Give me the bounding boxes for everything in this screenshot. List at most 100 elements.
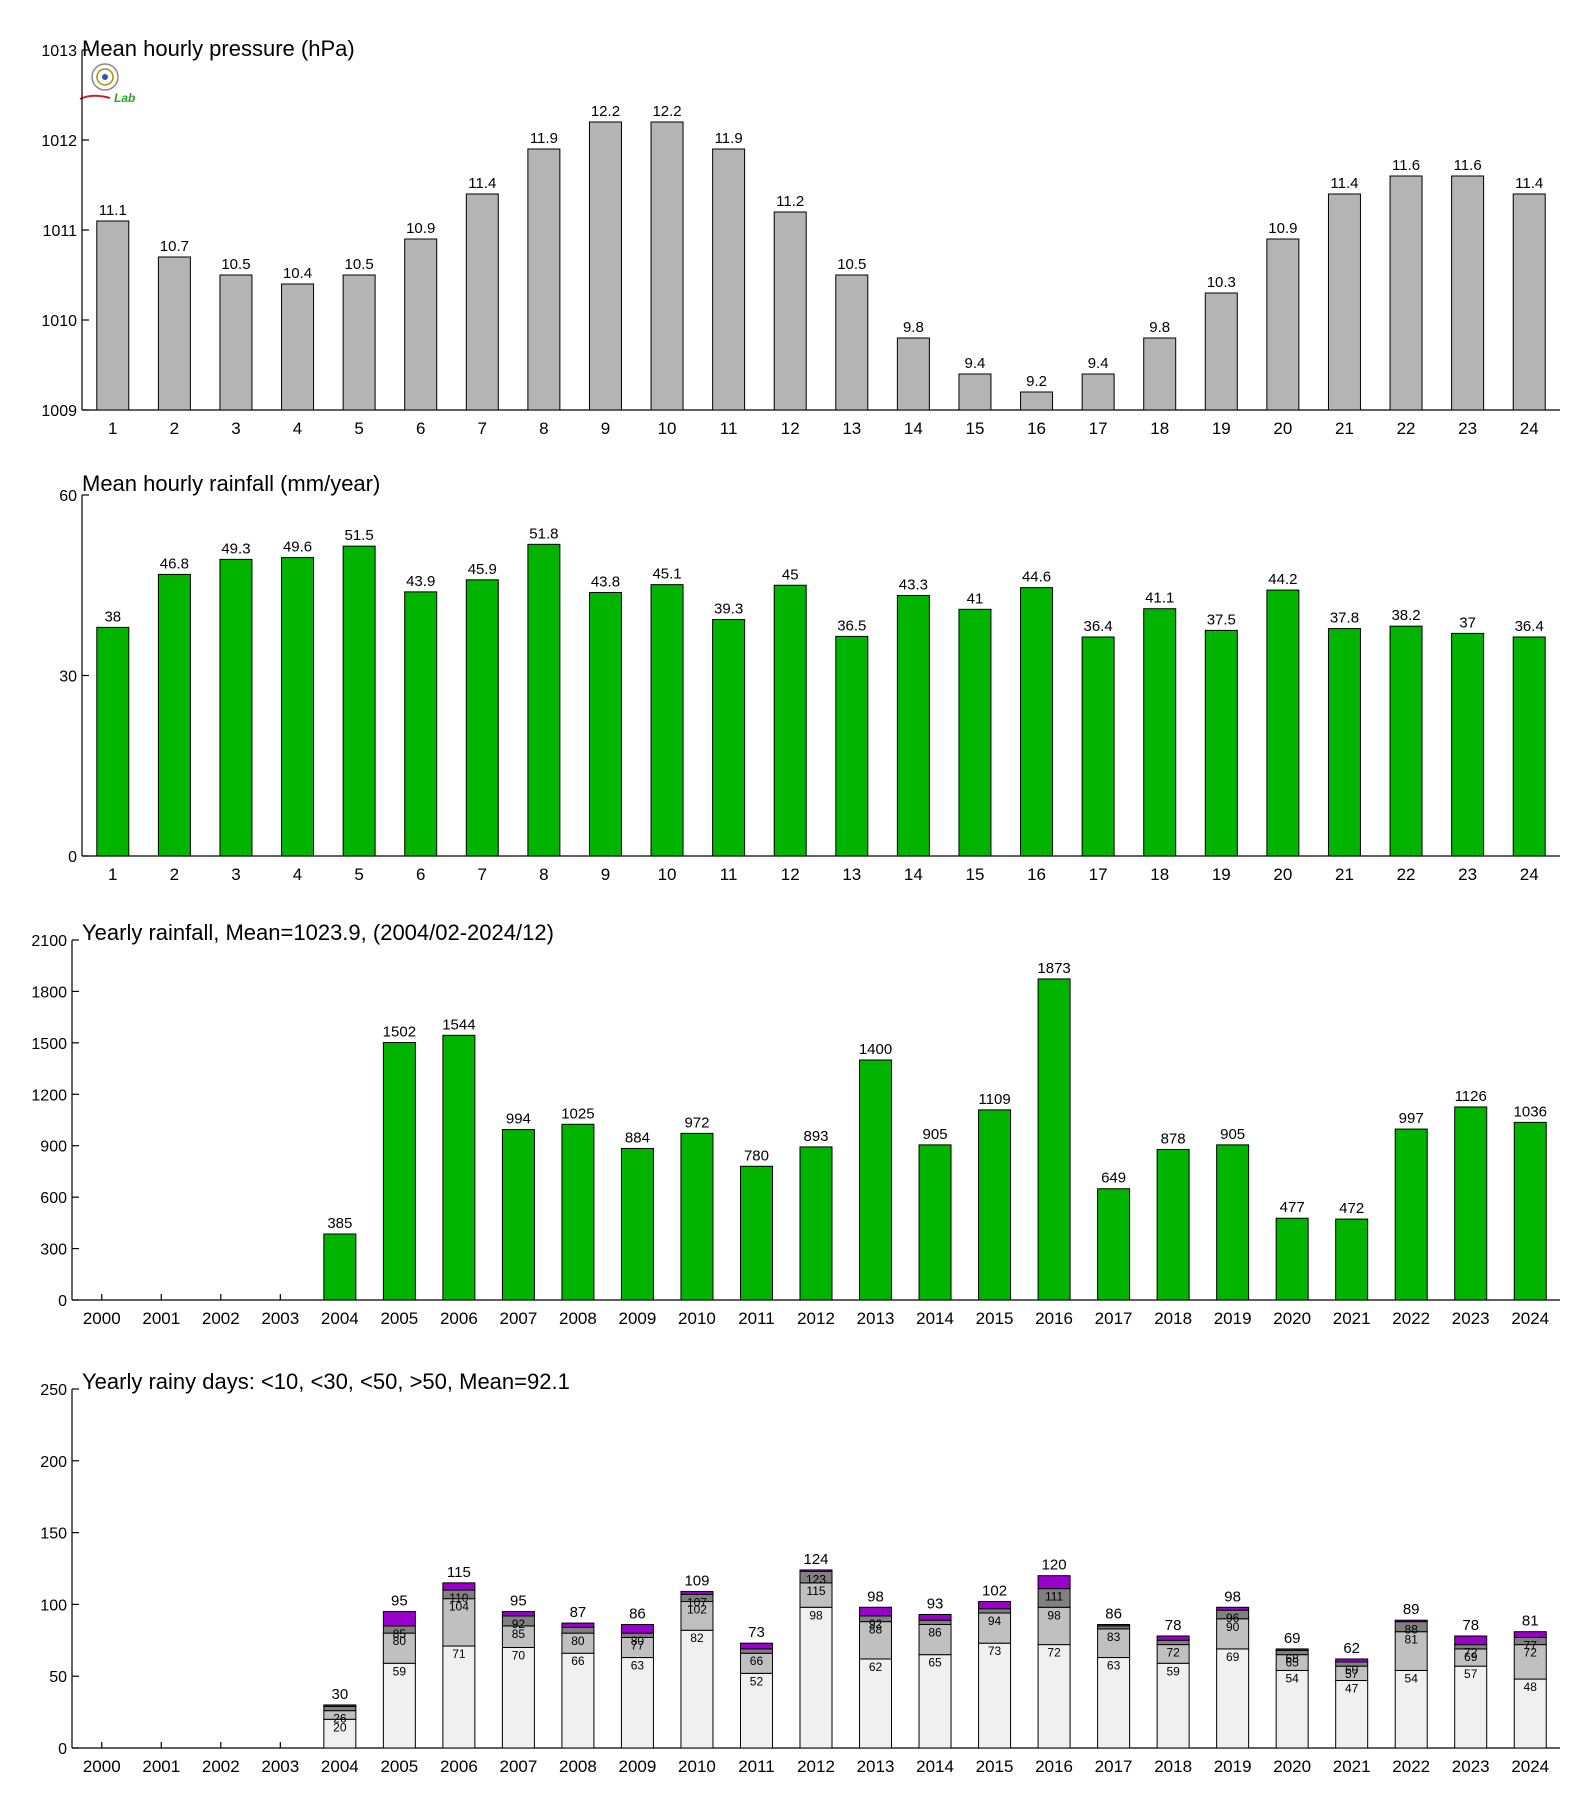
chart-panel-3: 0 300 600 900 1200 1500 1800 2100 2000 2001 2002 20…	[31, 933, 1560, 1328]
stacked-bar-segment	[501, 1646, 535, 1749]
y-tick-label: 1010	[41, 313, 77, 330]
bar-total-label: 69	[1284, 1630, 1301, 1647]
stacked-bar-segment	[918, 1613, 952, 1621]
bar-total-label: 78	[1462, 1617, 1479, 1634]
stacked-bar-segment	[1454, 1635, 1488, 1646]
bar	[1204, 292, 1238, 411]
bar-value-label: 9.2	[1026, 373, 1047, 390]
x-tick-label: 2024	[1511, 1757, 1549, 1776]
segment-value-label: 110	[449, 1591, 468, 1605]
y-tick-label: 60	[59, 488, 77, 505]
bar-value-label: 11.4	[468, 175, 496, 192]
x-tick-label: 17	[1089, 865, 1108, 884]
bar-value-label: 905	[923, 1126, 948, 1143]
stacked-bar-segment	[382, 1611, 416, 1627]
bar-value-label: 45.1	[652, 566, 681, 583]
segment-value-label: 69	[1464, 1650, 1478, 1664]
bar-value-label: 972	[684, 1114, 709, 1131]
segment-value-label: 66	[571, 1654, 585, 1668]
bar	[1389, 625, 1423, 857]
segment-value-label: 85	[393, 1627, 407, 1641]
segment-value-label: 77	[631, 1638, 645, 1652]
bar-value-label: 36.4	[1515, 618, 1544, 635]
stacked-bar-segment	[323, 1705, 357, 1712]
x-tick-label: 2020	[1273, 1309, 1311, 1328]
bar-value-label: 1109	[978, 1091, 1010, 1108]
segment-value-label: 60	[1345, 1663, 1359, 1677]
x-tick-label: 13	[842, 419, 861, 438]
stacked-bar-segment	[978, 1642, 1012, 1749]
x-tick-label: 21	[1335, 865, 1354, 884]
x-tick-label: 2018	[1154, 1309, 1192, 1328]
bar	[219, 274, 253, 411]
bar-value-label: 38.2	[1391, 607, 1420, 624]
y-tick-label: 250	[40, 1382, 67, 1399]
bar-value-label: 10.7	[160, 238, 189, 255]
bar	[588, 121, 622, 411]
bar	[1512, 636, 1546, 857]
bar	[465, 579, 499, 857]
bar	[1266, 238, 1300, 411]
segment-value-label: 86	[928, 1626, 942, 1640]
bar-value-label: 46.8	[160, 555, 189, 572]
stacked-bar-segment	[918, 1654, 952, 1749]
x-tick-label: 2023	[1452, 1309, 1490, 1328]
stacked-bar-segment	[323, 1718, 357, 1749]
bar	[773, 584, 807, 857]
bar-value-label: 11.6	[1454, 157, 1482, 174]
x-tick-label: 2003	[261, 1757, 299, 1776]
stacked-bar-segment	[1156, 1639, 1190, 1646]
stacked-bar-segment	[1216, 1606, 1250, 1611]
segment-value-label: 98	[1047, 1608, 1061, 1622]
rainfall-hourly-chart-title: Mean hourly rainfall (mm/year)	[82, 471, 380, 496]
segment-value-label: 72	[1464, 1646, 1478, 1660]
bar	[1335, 1218, 1369, 1301]
bar	[1097, 1188, 1131, 1301]
x-tick-label: 2017	[1095, 1309, 1133, 1328]
stacked-bar-segment	[442, 1645, 476, 1749]
x-tick-label: 2002	[202, 1309, 240, 1328]
y-tick-label: 0	[68, 849, 77, 866]
stacked-bar-segment	[1097, 1624, 1131, 1627]
bar-value-label: 1400	[859, 1041, 892, 1058]
x-tick-label: 2012	[797, 1309, 835, 1328]
x-tick-label: 2008	[559, 1757, 597, 1776]
stacked-bar-segment	[1394, 1619, 1428, 1623]
y-tick-label: 50	[49, 1669, 67, 1686]
y-tick-label: 1013	[41, 43, 77, 60]
x-tick-label: 2000	[83, 1757, 121, 1776]
segment-value-label: 66	[750, 1654, 764, 1668]
bar-value-label: 10.4	[283, 265, 312, 282]
bar-value-label: 1544	[442, 1016, 475, 1033]
x-tick-label: 5	[354, 865, 363, 884]
bar	[1156, 1148, 1190, 1301]
y-tick-label: 900	[40, 1139, 67, 1156]
segment-value-label: 48	[1524, 1680, 1538, 1694]
bar	[1327, 193, 1361, 411]
bar-value-label: 11.9	[530, 130, 558, 147]
bar-total-label: 115	[447, 1564, 471, 1581]
bar-value-label: 10.9	[1268, 220, 1297, 237]
stacked-bar-segment	[859, 1658, 893, 1749]
x-tick-label: 3	[231, 865, 240, 884]
y-tick-label: 1011	[43, 223, 78, 240]
bar	[281, 557, 315, 857]
bar-value-label: 11.6	[1392, 157, 1420, 174]
bar-value-label: 43.8	[591, 573, 620, 590]
x-tick-label: 12	[781, 865, 800, 884]
stacked-bar-segment	[1156, 1635, 1190, 1641]
bar	[1266, 589, 1300, 857]
bar-value-label: 11.4	[1515, 175, 1543, 192]
x-tick-label: 2009	[619, 1309, 657, 1328]
stacked-bar-segment	[1513, 1631, 1547, 1638]
bar-total-label: 102	[982, 1583, 1007, 1600]
x-tick-label: 9	[601, 865, 610, 884]
y-tick-label: 0	[58, 1741, 67, 1758]
stacked-bar-segment	[561, 1626, 595, 1634]
x-tick-label: 2	[170, 865, 179, 884]
segment-value-label: 57	[1345, 1667, 1359, 1681]
bar	[527, 543, 561, 857]
